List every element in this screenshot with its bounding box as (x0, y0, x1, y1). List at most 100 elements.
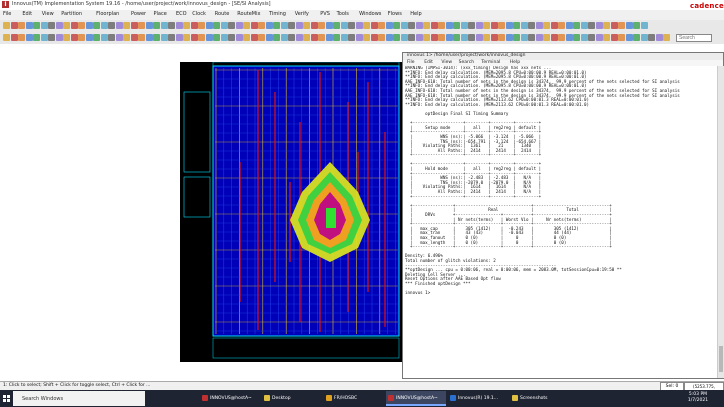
menu-power[interactable]: Power (131, 11, 147, 17)
toolbar1-tool-41-icon[interactable] (310, 22, 318, 29)
toolbar1-tool-68-icon[interactable] (513, 22, 520, 29)
toolbar2-tool-47-icon[interactable] (355, 34, 363, 41)
toolbar2-tool-12-icon[interactable] (93, 34, 100, 41)
toolbar2-tool-88-icon[interactable] (663, 34, 670, 41)
toolbar1-tool-57-icon[interactable] (430, 22, 438, 29)
toolbar1-tool-20-icon[interactable] (153, 22, 160, 29)
toolbar2-tool-23-icon[interactable] (175, 34, 183, 41)
taskbar-item[interactable]: FR/HOSBC (324, 391, 384, 406)
toolbar1-tool-5-icon[interactable] (40, 22, 48, 29)
toolbar1-tool-14-icon[interactable] (108, 22, 115, 29)
toolbar1-tool-38-icon[interactable] (288, 22, 295, 29)
toolbar2-tool-75-icon[interactable] (565, 34, 573, 41)
toolbar1-tool-39-icon[interactable] (295, 22, 303, 29)
toolbar2-tool-15-icon[interactable] (115, 34, 123, 41)
toolbar1-tool-4-icon[interactable] (33, 22, 40, 29)
toolbar2-tool-35-icon[interactable] (265, 34, 273, 41)
menu-help[interactable]: Help (410, 11, 422, 17)
toolbar2-tool-55-icon[interactable] (415, 34, 423, 41)
menu-flows[interactable]: Flows (387, 11, 402, 17)
toolbar2-tool-17-icon[interactable] (130, 34, 138, 41)
toolbar2-tool-2-icon[interactable] (18, 34, 25, 41)
toolbar1-tool-81-icon[interactable] (610, 22, 618, 29)
toolbar2-tool-48-icon[interactable] (363, 34, 370, 41)
toolbar1-tool-80-icon[interactable] (603, 22, 610, 29)
toolbar1-tool-48-icon[interactable] (363, 22, 370, 29)
toolbar1-tool-36-icon[interactable] (273, 22, 280, 29)
toolbar1-tool-43-icon[interactable] (325, 22, 333, 29)
toolbar1-tool-54-icon[interactable] (408, 22, 415, 29)
toolbar1-tool-0-icon[interactable] (3, 22, 10, 29)
toolbar2-tool-78-icon[interactable] (588, 34, 595, 41)
toolbar1-tool-7-icon[interactable] (55, 22, 63, 29)
toolbar2-tool-64-icon[interactable] (483, 34, 490, 41)
toolbar2-tool-40-icon[interactable] (303, 34, 310, 41)
toolbar1-tool-50-icon[interactable] (378, 22, 385, 29)
toolbar1-tool-16-icon[interactable] (123, 22, 130, 29)
toolbar2-tool-77-icon[interactable] (580, 34, 588, 41)
toolbar1-tool-79-icon[interactable] (595, 22, 603, 29)
toolbar1-tool-83-icon[interactable] (625, 22, 633, 29)
toolbar1-tool-10-icon[interactable] (78, 22, 85, 29)
taskbar-item[interactable]: Screenshots (510, 391, 570, 406)
terminal-menu-edit[interactable]: Edit (424, 60, 433, 65)
toolbar1-tool-34-icon[interactable] (258, 22, 265, 29)
toolbar1-tool-58-icon[interactable] (438, 22, 445, 29)
terminal-menu-terminal[interactable]: Terminal (481, 60, 501, 65)
terminal-menu-search[interactable]: Search (458, 60, 475, 65)
toolbar2-tool-65-icon[interactable] (490, 34, 498, 41)
toolbar2-tool-36-icon[interactable] (273, 34, 280, 41)
menu-routemix[interactable]: RouteMix (237, 11, 261, 17)
toolbar2-tool-66-icon[interactable] (498, 34, 505, 41)
toolbar1-tool-29-icon[interactable] (220, 22, 228, 29)
toolbar2-tool-8-icon[interactable] (63, 34, 70, 41)
menu-timing[interactable]: Timing (269, 11, 286, 17)
toolbar1-tool-70-icon[interactable] (528, 22, 535, 29)
toolbar2-tool-61-icon[interactable] (460, 34, 468, 41)
toolbar2-tool-62-icon[interactable] (468, 34, 475, 41)
toolbar2-tool-76-icon[interactable] (573, 34, 580, 41)
toolbar1-tool-64-icon[interactable] (483, 22, 490, 29)
toolbar1-tool-63-icon[interactable] (475, 22, 483, 29)
toolbar2-tool-54-icon[interactable] (408, 34, 415, 41)
toolbar2-tool-16-icon[interactable] (123, 34, 130, 41)
toolbar2-tool-44-icon[interactable] (333, 34, 340, 41)
toolbar1-tool-76-icon[interactable] (573, 22, 580, 29)
toolbar2-tool-70-icon[interactable] (528, 34, 535, 41)
toolbar2-tool-59-icon[interactable] (445, 34, 453, 41)
toolbar1-tool-44-icon[interactable] (333, 22, 340, 29)
toolbar2-tool-20-icon[interactable] (153, 34, 160, 41)
taskbar-item[interactable]: Desktop (262, 391, 322, 406)
taskbar-item[interactable]: INNOVUS@hostA~ (200, 391, 260, 406)
toolbar2-tool-38-icon[interactable] (288, 34, 295, 41)
toolbar2-tool-31-icon[interactable] (235, 34, 243, 41)
menu-tools[interactable]: Tools (336, 11, 349, 17)
toolbar1-tool-12-icon[interactable] (93, 22, 100, 29)
toolbar1-tool-46-icon[interactable] (348, 22, 355, 29)
toolbar1-tool-22-icon[interactable] (168, 22, 175, 29)
terminal-scrollbar[interactable] (717, 66, 724, 378)
toolbar2-tool-7-icon[interactable] (55, 34, 63, 41)
layout-canvas[interactable] (180, 62, 405, 362)
search-input[interactable] (676, 34, 712, 42)
menu-place[interactable]: Place (153, 11, 167, 17)
toolbar1-tool-31-icon[interactable] (235, 22, 243, 29)
toolbar2-tool-28-icon[interactable] (213, 34, 220, 41)
toolbar2-tool-50-icon[interactable] (378, 34, 385, 41)
toolbar1-tool-26-icon[interactable] (198, 22, 205, 29)
toolbar1-tool-15-icon[interactable] (115, 22, 123, 29)
toolbar2-tool-18-icon[interactable] (138, 34, 145, 41)
menu-floorplan[interactable]: Floorplan (96, 11, 120, 17)
toolbar1-tool-59-icon[interactable] (445, 22, 453, 29)
toolbar1-tool-21-icon[interactable] (160, 22, 168, 29)
toolbar2-tool-21-icon[interactable] (160, 34, 168, 41)
toolbar1-tool-53-icon[interactable] (400, 22, 408, 29)
toolbar1-tool-51-icon[interactable] (385, 22, 393, 29)
toolbar2-tool-0-icon[interactable] (3, 34, 10, 41)
toolbar1-tool-47-icon[interactable] (355, 22, 363, 29)
toolbar2-tool-6-icon[interactable] (48, 34, 55, 41)
terminal-window[interactable]: innovus 1> /home/user/project/work/innov… (402, 52, 724, 379)
toolbar1-tool-56-icon[interactable] (423, 22, 430, 29)
terminal-menu-file[interactable]: File (407, 60, 415, 65)
toolbar1-tool-13-icon[interactable] (100, 22, 108, 29)
